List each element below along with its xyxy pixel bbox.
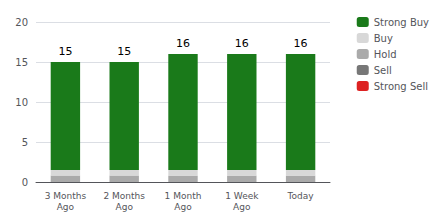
- svg-text:Today: Today: [287, 191, 315, 201]
- svg-text:Hold: Hold: [374, 49, 397, 60]
- svg-text:1 Month: 1 Month: [165, 191, 202, 201]
- svg-text:Strong Sell: Strong Sell: [374, 81, 428, 92]
- svg-text:Ago: Ago: [233, 202, 251, 212]
- svg-text:Ago: Ago: [174, 202, 192, 212]
- svg-text:Sell: Sell: [374, 65, 392, 76]
- svg-text:20: 20: [15, 17, 28, 28]
- svg-text:16: 16: [235, 37, 249, 50]
- svg-text:Ago: Ago: [116, 202, 134, 212]
- svg-text:1 Week: 1 Week: [225, 191, 259, 201]
- svg-text:15: 15: [15, 57, 28, 68]
- svg-text:Ago: Ago: [57, 202, 75, 212]
- svg-text:3 Months: 3 Months: [45, 191, 87, 201]
- svg-text:10: 10: [15, 97, 28, 108]
- svg-text:15: 15: [117, 45, 131, 58]
- svg-text:Buy: Buy: [374, 33, 393, 44]
- svg-text:15: 15: [58, 45, 72, 58]
- svg-text:2 Months: 2 Months: [103, 191, 145, 201]
- svg-text:0: 0: [22, 177, 28, 188]
- svg-text:16: 16: [176, 37, 190, 50]
- svg-text:5: 5: [22, 137, 28, 148]
- svg-text:Strong Buy: Strong Buy: [374, 17, 429, 28]
- svg-text:16: 16: [294, 37, 308, 50]
